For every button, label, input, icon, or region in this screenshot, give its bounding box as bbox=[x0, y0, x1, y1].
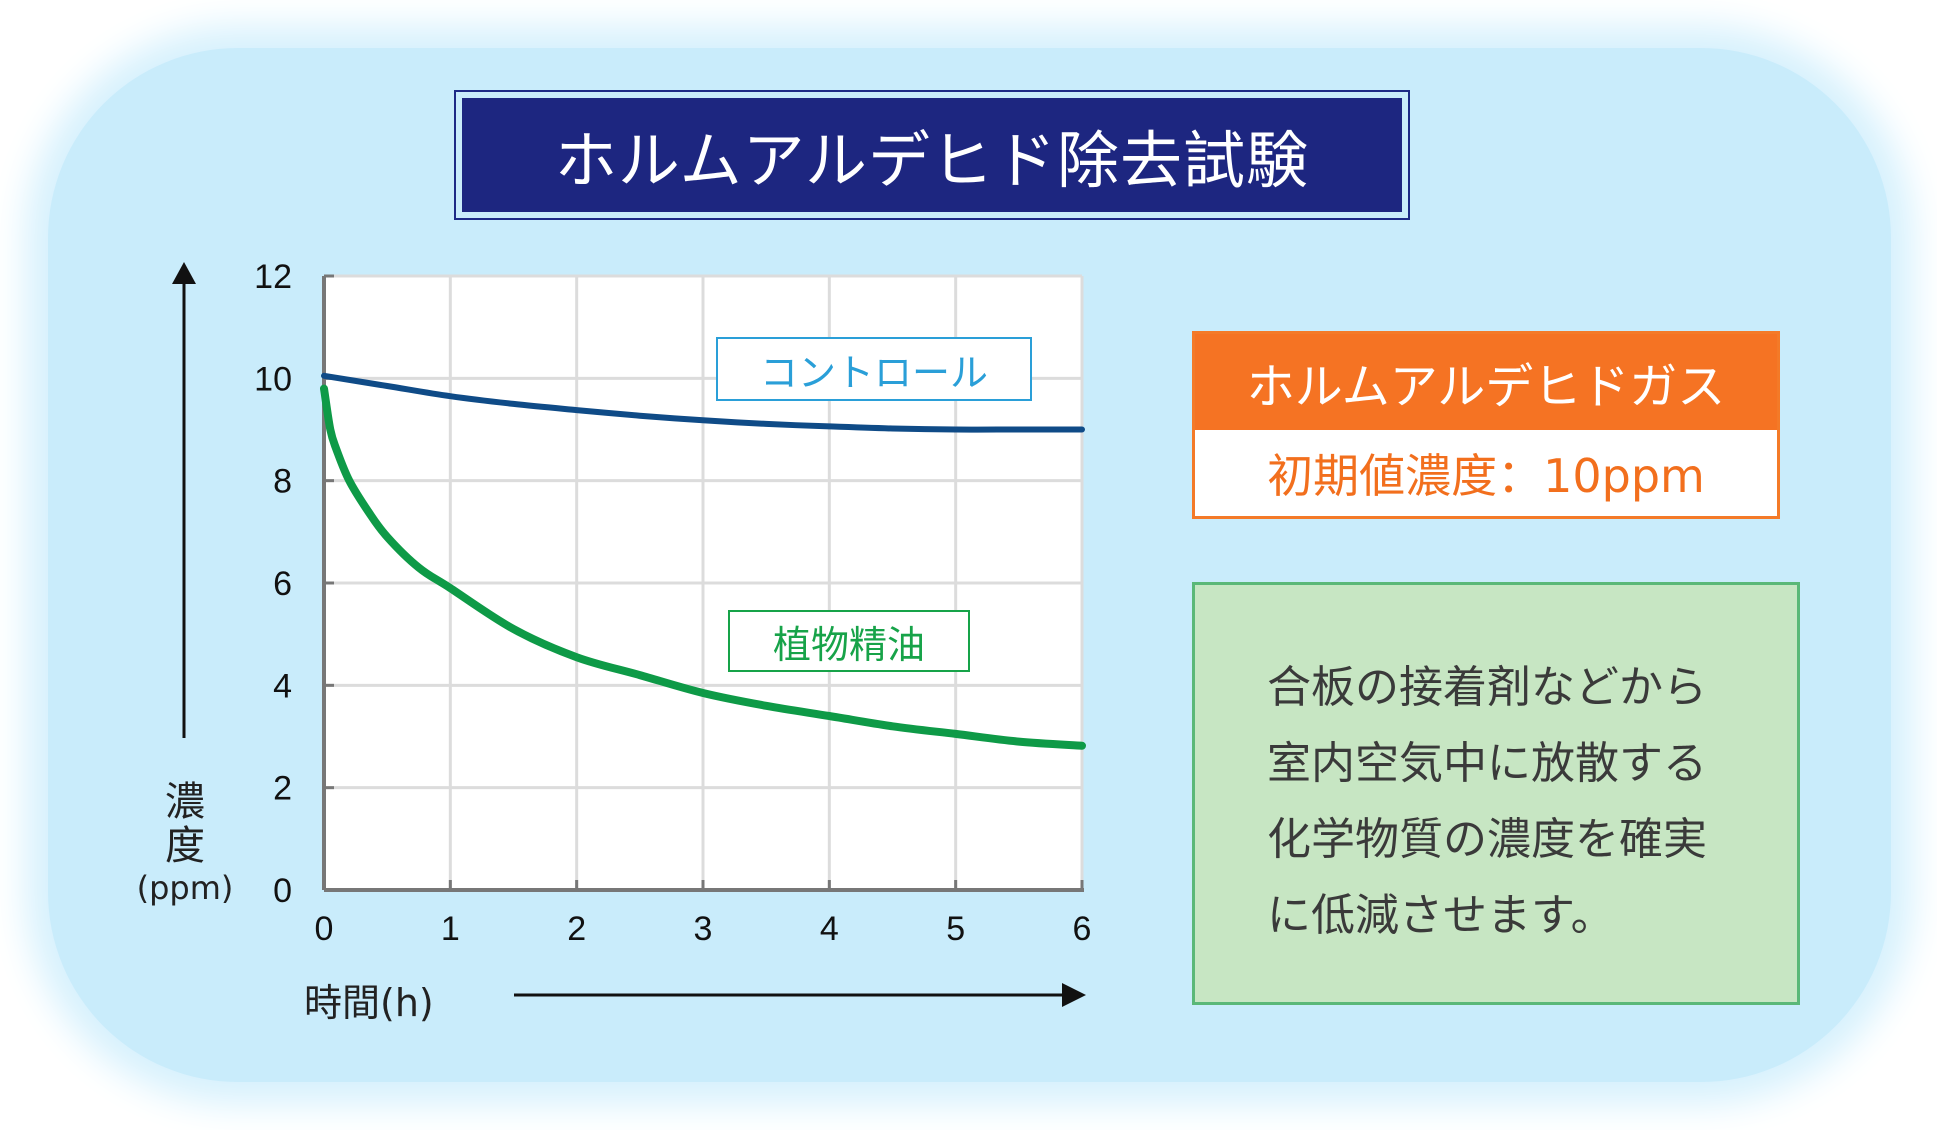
x-tick-label-0: 0 bbox=[315, 910, 334, 948]
y-tick-label-2: 4 bbox=[273, 667, 292, 705]
y-tick-label-0: 0 bbox=[273, 872, 292, 910]
legend-control: コントロール bbox=[716, 337, 1032, 401]
y-tick-label-5: 10 bbox=[254, 360, 292, 398]
x-tick-label-5: 5 bbox=[946, 910, 965, 948]
x-tick-labels: 0 1 2 3 4 5 6 bbox=[315, 880, 1092, 948]
y-axis-label: 濃 度 (ppm) bbox=[130, 780, 240, 908]
page-title: ホルムアルデヒド除去試験 bbox=[462, 98, 1402, 212]
series-lines bbox=[320, 372, 1086, 750]
description-line-4: に低減させます。 bbox=[1267, 890, 1615, 941]
y-tick-label-6: 12 bbox=[254, 258, 292, 296]
y-axis-label-line2: 度 bbox=[165, 823, 205, 869]
x-tick-label-1: 1 bbox=[441, 910, 460, 948]
description-box: 合板の接着剤などから 室内空気中に放散する 化学物質の濃度を確実 に低減させます… bbox=[1192, 582, 1800, 1005]
series-line-0 bbox=[321, 372, 1085, 433]
x-tick-label-4: 4 bbox=[820, 910, 839, 948]
y-axis-label-line1: 濃 bbox=[165, 779, 205, 825]
y-axis-unit: (ppm) bbox=[136, 869, 234, 907]
description-line-1: 合板の接着剤などから bbox=[1267, 662, 1707, 713]
y-tick-label-4: 8 bbox=[273, 463, 292, 501]
title-frame: ホルムアルデヒド除去試験 bbox=[454, 90, 1410, 220]
x-tick-label-6: 6 bbox=[1073, 910, 1092, 948]
gas-heading: ホルムアルデヒドガス bbox=[1195, 334, 1777, 430]
series-line-1 bbox=[320, 384, 1086, 750]
gas-initial-concentration: 初期値濃度：10ppm bbox=[1267, 449, 1705, 503]
gas-info-box: ホルムアルデヒドガス 初期値濃度：10ppm bbox=[1192, 331, 1780, 519]
x-axis-arrowhead bbox=[1062, 983, 1086, 1007]
y-tick-label-1: 2 bbox=[273, 770, 292, 808]
x-axis-label: 時間(h) bbox=[304, 981, 434, 1025]
grid-lines bbox=[324, 274, 1084, 890]
legend-plant-essential-oil: 植物精油 bbox=[728, 610, 970, 672]
description-line-2: 室内空気中に放散する bbox=[1267, 738, 1707, 789]
x-tick-label-2: 2 bbox=[567, 910, 586, 948]
description-line-3: 化学物質の濃度を確実 bbox=[1267, 814, 1707, 865]
y-tick-labels: 0 2 4 6 8 10 12 bbox=[254, 258, 334, 910]
x-tick-label-3: 3 bbox=[694, 910, 713, 948]
y-tick-label-3: 6 bbox=[273, 565, 292, 603]
y-axis-arrowhead bbox=[172, 262, 196, 284]
